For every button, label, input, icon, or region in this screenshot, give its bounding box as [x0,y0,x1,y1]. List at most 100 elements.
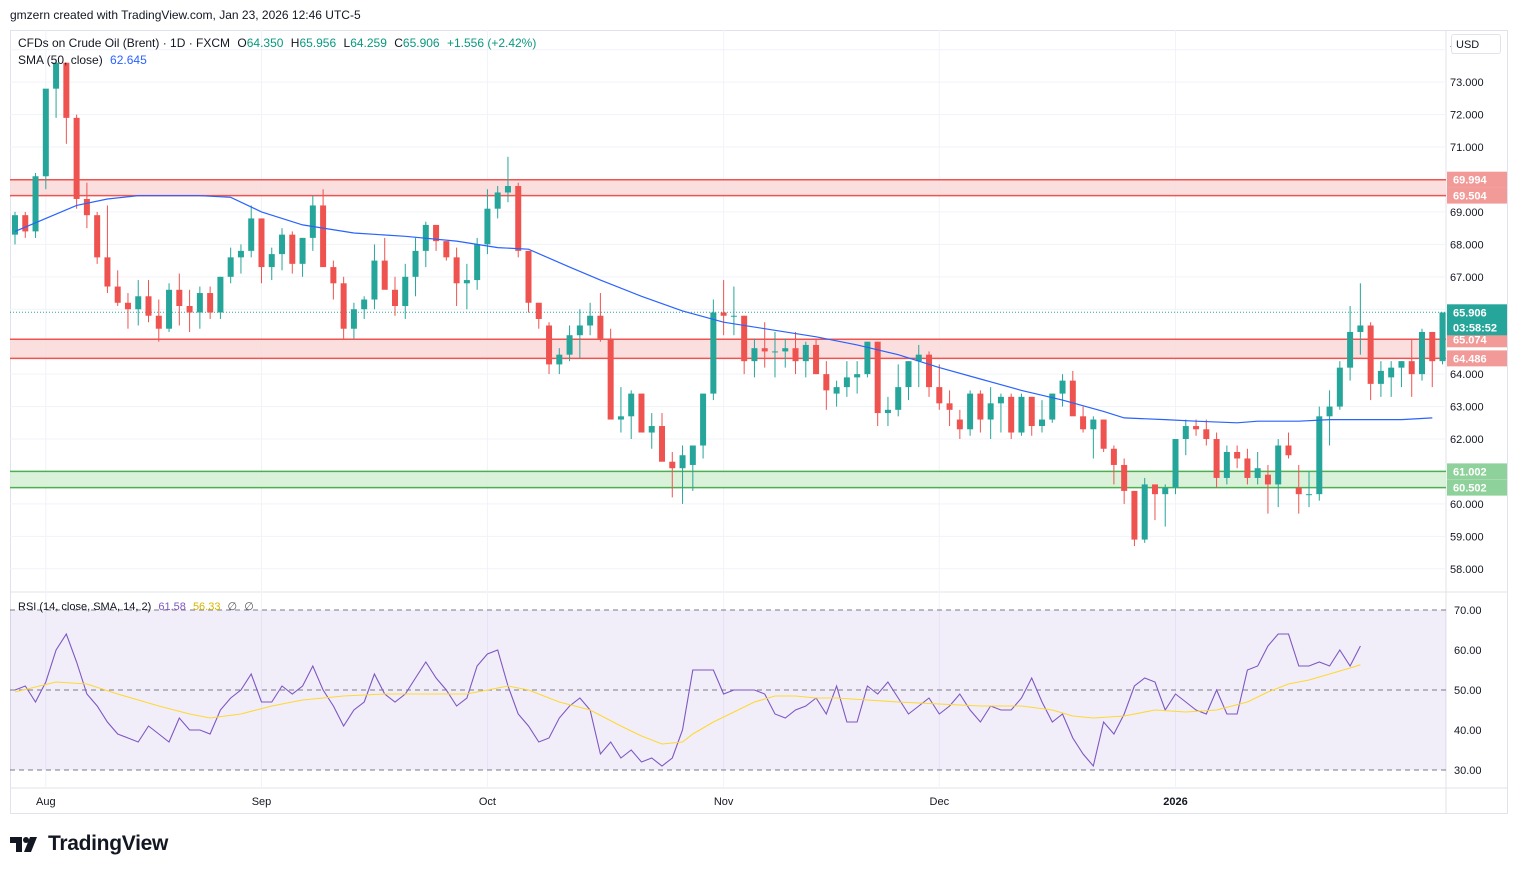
candle [926,351,933,397]
low-value: L64.259 [343,36,387,50]
candle-body [463,280,470,284]
candle [556,348,563,375]
candle-body [53,62,60,89]
chart-canvas[interactable]: 74.00073.00072.00071.00070.00069.00068.0… [10,30,1508,814]
candle-body [884,409,891,414]
candle [813,338,820,375]
candle-body [1398,361,1405,368]
candle-body [309,205,316,238]
candle [433,224,440,251]
candle-body [1039,419,1045,427]
sma-label: SMA (50, close) [18,53,103,67]
candle-body [535,302,542,319]
tradingview-logo[interactable]: TradingView [10,832,168,856]
candle [299,237,306,277]
candle-body [196,293,203,313]
rsi-tick-label: 40.00 [1454,725,1482,737]
candle [453,247,460,307]
candle [1151,484,1158,521]
time-tick-label: Aug [36,796,56,808]
candle [823,361,830,410]
candle-body [237,250,244,258]
candle [279,228,286,271]
candle [638,393,645,433]
price-tick-label: 67.000 [1450,272,1484,284]
middle-bottom-tag-bg [1447,350,1507,367]
candle [915,344,922,388]
candle [73,114,80,209]
candle [330,260,337,300]
change-value: +1.556 (+2.42%) [446,36,537,50]
candle [525,250,532,313]
candle [22,211,29,238]
candle-body [433,224,440,242]
candle [42,88,49,190]
candle-body [843,377,850,388]
candle [1398,361,1405,388]
rsi-tick-label: 30.00 [1454,765,1482,777]
candle [12,211,18,245]
candle [402,263,409,319]
candle-body [32,176,39,232]
resistance-bottom-tag-text: 69.504 [1453,191,1488,203]
candle-body [504,185,511,193]
candle-body [1367,325,1374,384]
support-bottom-tag: 60.502 [1447,479,1507,496]
resistance-bottom-tag-bg [1447,187,1507,204]
support-bottom-tag-text: 60.502 [1453,483,1487,495]
candle-body [299,237,306,264]
currency-label: USD [1456,39,1480,51]
candle [1357,283,1364,355]
candle [936,364,943,410]
candle [443,241,450,261]
candle [166,283,173,332]
candle [1326,390,1333,446]
zones [10,178,1446,489]
candle-body [1316,416,1323,495]
candle-body [566,335,573,355]
middle-bottom-tag-text: 64.486 [1453,353,1487,365]
candle [155,299,162,342]
candle [289,231,296,274]
candle [659,413,666,462]
candle [1418,328,1425,381]
candle [1090,416,1097,459]
candle-body [217,276,224,313]
candle [1367,322,1374,401]
candle [1347,306,1354,381]
candle [515,182,522,258]
candle-body [1182,426,1189,440]
candle-body [83,198,90,216]
candle [207,286,214,319]
candle-body [73,117,80,199]
candle [1295,464,1302,514]
candle [1285,432,1292,459]
candle [1049,393,1056,423]
last-price-countdown-text: 03:58:52 [1453,322,1497,334]
candle-body [905,361,912,388]
candle [874,341,881,427]
candle [1234,445,1241,469]
currency-selector[interactable]: USD [1451,34,1501,54]
candle [422,221,429,268]
candle [391,276,398,316]
candle [83,182,90,229]
candle-body [576,325,583,336]
candle-body [258,218,265,268]
candle [1008,393,1015,440]
candle-body [648,426,655,433]
candle [648,413,655,449]
candle [1059,374,1066,407]
candle-body [42,88,49,177]
close-value: C65.906 [394,36,440,50]
rsi-tick-label: 70.00 [1454,605,1482,617]
candle-body [915,354,922,362]
candle-body [340,283,347,329]
candle [802,341,809,378]
candle-body [402,276,409,307]
candle-body [1059,380,1066,394]
candle-body [94,215,101,258]
candle [1100,419,1107,452]
candle-body [1193,426,1200,430]
candle-body [1141,484,1148,540]
